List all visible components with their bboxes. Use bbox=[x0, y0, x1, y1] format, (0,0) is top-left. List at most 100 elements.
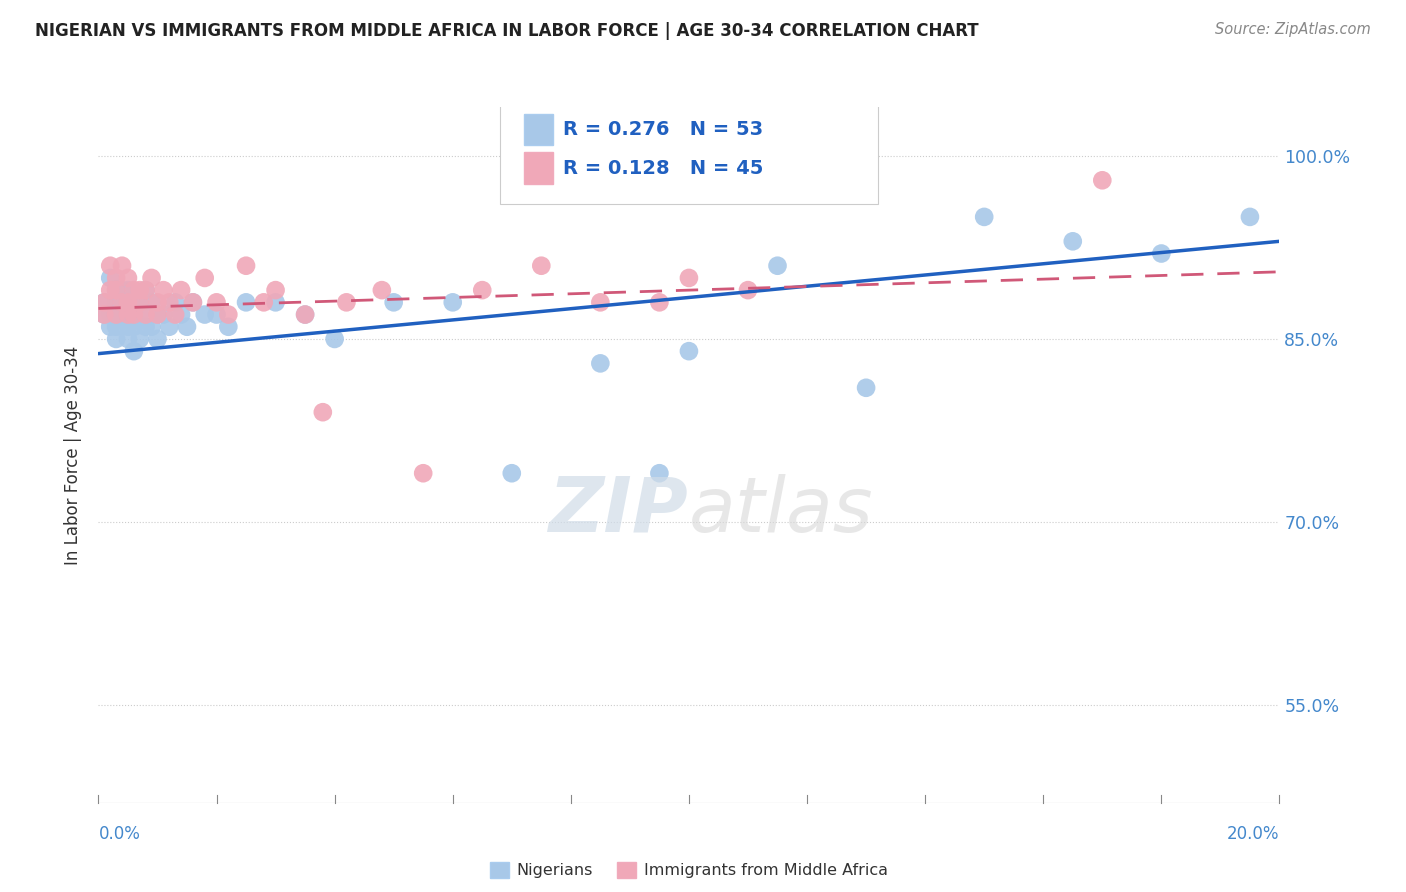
Point bbox=[98, 319, 121, 334]
Point bbox=[678, 271, 700, 285]
Point bbox=[135, 283, 157, 297]
Point bbox=[128, 332, 150, 346]
Point bbox=[111, 259, 134, 273]
Point bbox=[117, 308, 139, 322]
Point bbox=[117, 332, 139, 346]
Point bbox=[111, 295, 134, 310]
Point bbox=[111, 295, 134, 310]
Point bbox=[117, 308, 139, 322]
Point bbox=[205, 295, 228, 310]
Point bbox=[135, 283, 157, 297]
FancyBboxPatch shape bbox=[523, 114, 553, 145]
Point bbox=[128, 295, 150, 310]
Point bbox=[146, 295, 169, 310]
Point bbox=[1091, 173, 1114, 187]
Point bbox=[105, 332, 128, 346]
Point bbox=[93, 308, 115, 322]
Point bbox=[501, 467, 523, 481]
Point bbox=[105, 283, 128, 297]
Point bbox=[253, 295, 276, 310]
Point bbox=[105, 283, 128, 297]
Point bbox=[264, 295, 287, 310]
Point bbox=[1239, 210, 1261, 224]
Point bbox=[105, 295, 128, 310]
Point bbox=[648, 467, 671, 481]
Point bbox=[128, 308, 150, 322]
Text: NIGERIAN VS IMMIGRANTS FROM MIDDLE AFRICA IN LABOR FORCE | AGE 30-34 CORRELATION: NIGERIAN VS IMMIGRANTS FROM MIDDLE AFRIC… bbox=[35, 22, 979, 40]
Point bbox=[855, 381, 877, 395]
Text: 20.0%: 20.0% bbox=[1227, 825, 1279, 843]
Point bbox=[382, 295, 405, 310]
Point bbox=[217, 308, 239, 322]
Point bbox=[412, 467, 434, 481]
Point bbox=[176, 319, 198, 334]
Point bbox=[128, 283, 150, 297]
Point bbox=[335, 295, 357, 310]
Point bbox=[294, 308, 316, 322]
Point bbox=[235, 295, 257, 310]
Point bbox=[105, 319, 128, 334]
Point bbox=[766, 259, 789, 273]
FancyBboxPatch shape bbox=[523, 153, 553, 184]
Point bbox=[122, 308, 145, 322]
Point bbox=[165, 308, 187, 322]
Point bbox=[117, 319, 139, 334]
Point bbox=[111, 283, 134, 297]
Point bbox=[152, 283, 174, 297]
Y-axis label: In Labor Force | Age 30-34: In Labor Force | Age 30-34 bbox=[65, 345, 83, 565]
Point bbox=[135, 308, 157, 322]
Point bbox=[141, 295, 163, 310]
Point bbox=[737, 283, 759, 297]
Point bbox=[141, 271, 163, 285]
Point bbox=[122, 319, 145, 334]
Point bbox=[217, 319, 239, 334]
Text: R = 0.276   N = 53: R = 0.276 N = 53 bbox=[562, 120, 762, 139]
Point bbox=[152, 308, 174, 322]
Point bbox=[678, 344, 700, 359]
Point bbox=[181, 295, 204, 310]
Point bbox=[194, 271, 217, 285]
Point bbox=[181, 295, 204, 310]
Point bbox=[98, 259, 121, 273]
Point bbox=[1150, 246, 1173, 260]
Point bbox=[111, 308, 134, 322]
Legend: Nigerians, Immigrants from Middle Africa: Nigerians, Immigrants from Middle Africa bbox=[489, 862, 889, 879]
Point bbox=[122, 283, 145, 297]
Point bbox=[194, 308, 217, 322]
Text: R = 0.128   N = 45: R = 0.128 N = 45 bbox=[562, 159, 763, 178]
Point bbox=[157, 295, 180, 310]
Point bbox=[105, 271, 128, 285]
Point bbox=[146, 308, 169, 322]
Point bbox=[122, 295, 145, 310]
Point bbox=[589, 295, 612, 310]
Point bbox=[235, 259, 257, 273]
Point bbox=[122, 344, 145, 359]
Point bbox=[323, 332, 346, 346]
Point bbox=[312, 405, 335, 419]
Point bbox=[530, 259, 553, 273]
Point bbox=[135, 319, 157, 334]
Point bbox=[165, 295, 187, 310]
FancyBboxPatch shape bbox=[501, 103, 877, 204]
Text: atlas: atlas bbox=[689, 474, 873, 548]
Point bbox=[589, 356, 612, 370]
Text: ZIP: ZIP bbox=[550, 474, 689, 548]
Point bbox=[141, 319, 163, 334]
Point bbox=[98, 283, 121, 297]
Point bbox=[128, 295, 150, 310]
Point bbox=[264, 283, 287, 297]
Point bbox=[471, 283, 494, 297]
Point bbox=[205, 308, 228, 322]
Text: Source: ZipAtlas.com: Source: ZipAtlas.com bbox=[1215, 22, 1371, 37]
Point bbox=[117, 295, 139, 310]
Point bbox=[441, 295, 464, 310]
Point bbox=[93, 308, 115, 322]
Point bbox=[157, 319, 180, 334]
Point bbox=[93, 295, 115, 310]
Point bbox=[146, 332, 169, 346]
Point bbox=[1062, 235, 1084, 249]
Point bbox=[973, 210, 995, 224]
Point bbox=[146, 308, 169, 322]
Point bbox=[294, 308, 316, 322]
Text: 0.0%: 0.0% bbox=[98, 825, 141, 843]
